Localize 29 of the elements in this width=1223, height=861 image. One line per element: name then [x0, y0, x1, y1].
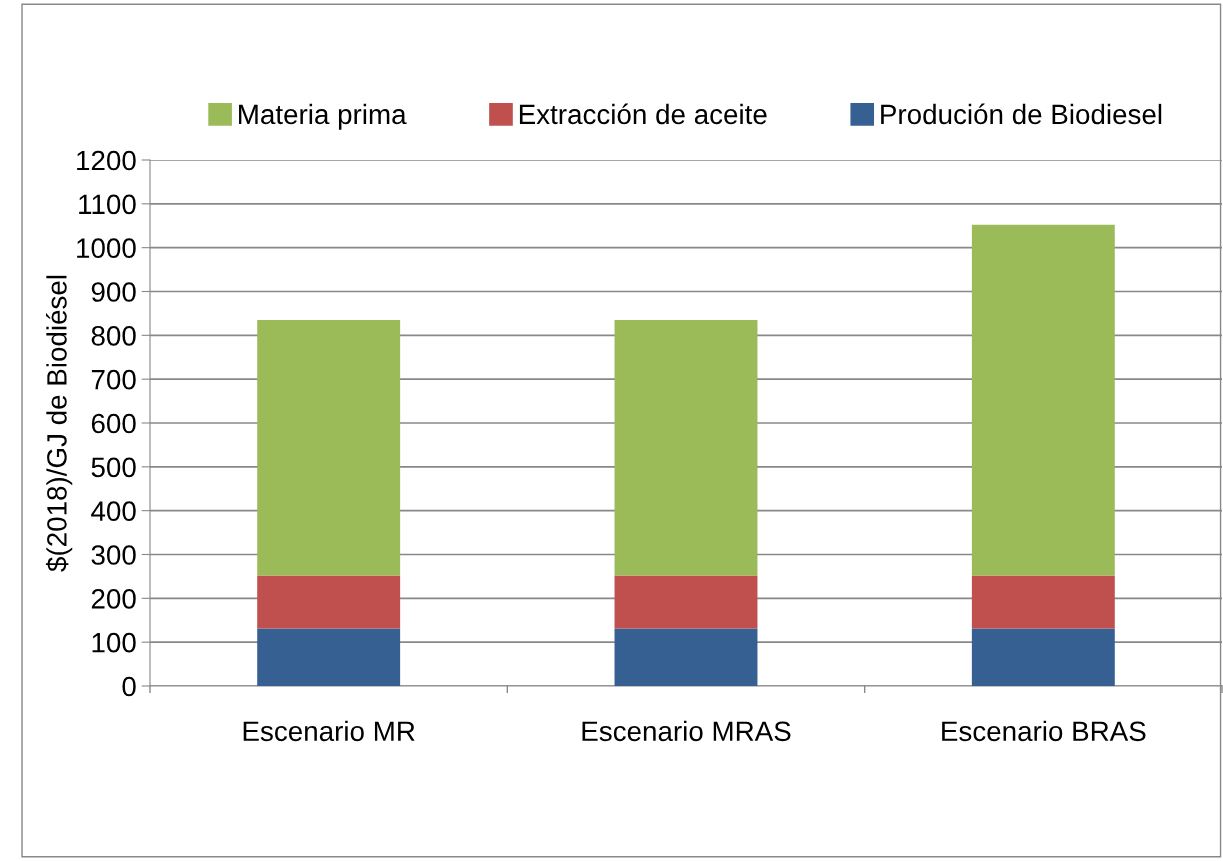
bar: [971, 628, 1115, 686]
bar: [971, 575, 1115, 629]
y-axis-title: $(2018)/GJ de Biodiésel: [45, 275, 73, 572]
y-tick-label: 1100: [79, 194, 136, 215]
bar: [614, 628, 758, 686]
y-tick-label: 500: [91, 457, 136, 478]
y-tick-label: 900: [91, 282, 136, 302]
y-tick-label: 800: [91, 326, 136, 346]
y-tick-label: 300: [91, 545, 136, 565]
x-tick-label: Escenario MRAS: [582, 720, 791, 742]
x-tick-label: Escenario BRAS: [942, 720, 1146, 742]
x-tick-label: Escenario MR: [243, 720, 415, 742]
y-tick-label: 400: [91, 501, 136, 522]
y-tick-label: 200: [91, 589, 136, 609]
bar: [614, 575, 758, 629]
legend-label: Materia prima: [239, 103, 407, 130]
y-tick-label: 1000: [77, 238, 136, 259]
bar: [614, 319, 758, 576]
legend-label: Extracción de aceite: [519, 103, 767, 125]
bar: [257, 575, 401, 629]
y-tick-label: 0: [122, 676, 136, 697]
y-tick-label: 100: [92, 632, 136, 653]
bar: [257, 628, 401, 686]
bar: [971, 224, 1115, 576]
legend-label: Produción de Biodiesel: [881, 103, 1162, 125]
y-tick-label: 600: [91, 413, 136, 434]
y-tick-label: 1200: [77, 150, 136, 171]
bar: [257, 319, 401, 576]
y-tick-label: 700: [91, 369, 136, 390]
